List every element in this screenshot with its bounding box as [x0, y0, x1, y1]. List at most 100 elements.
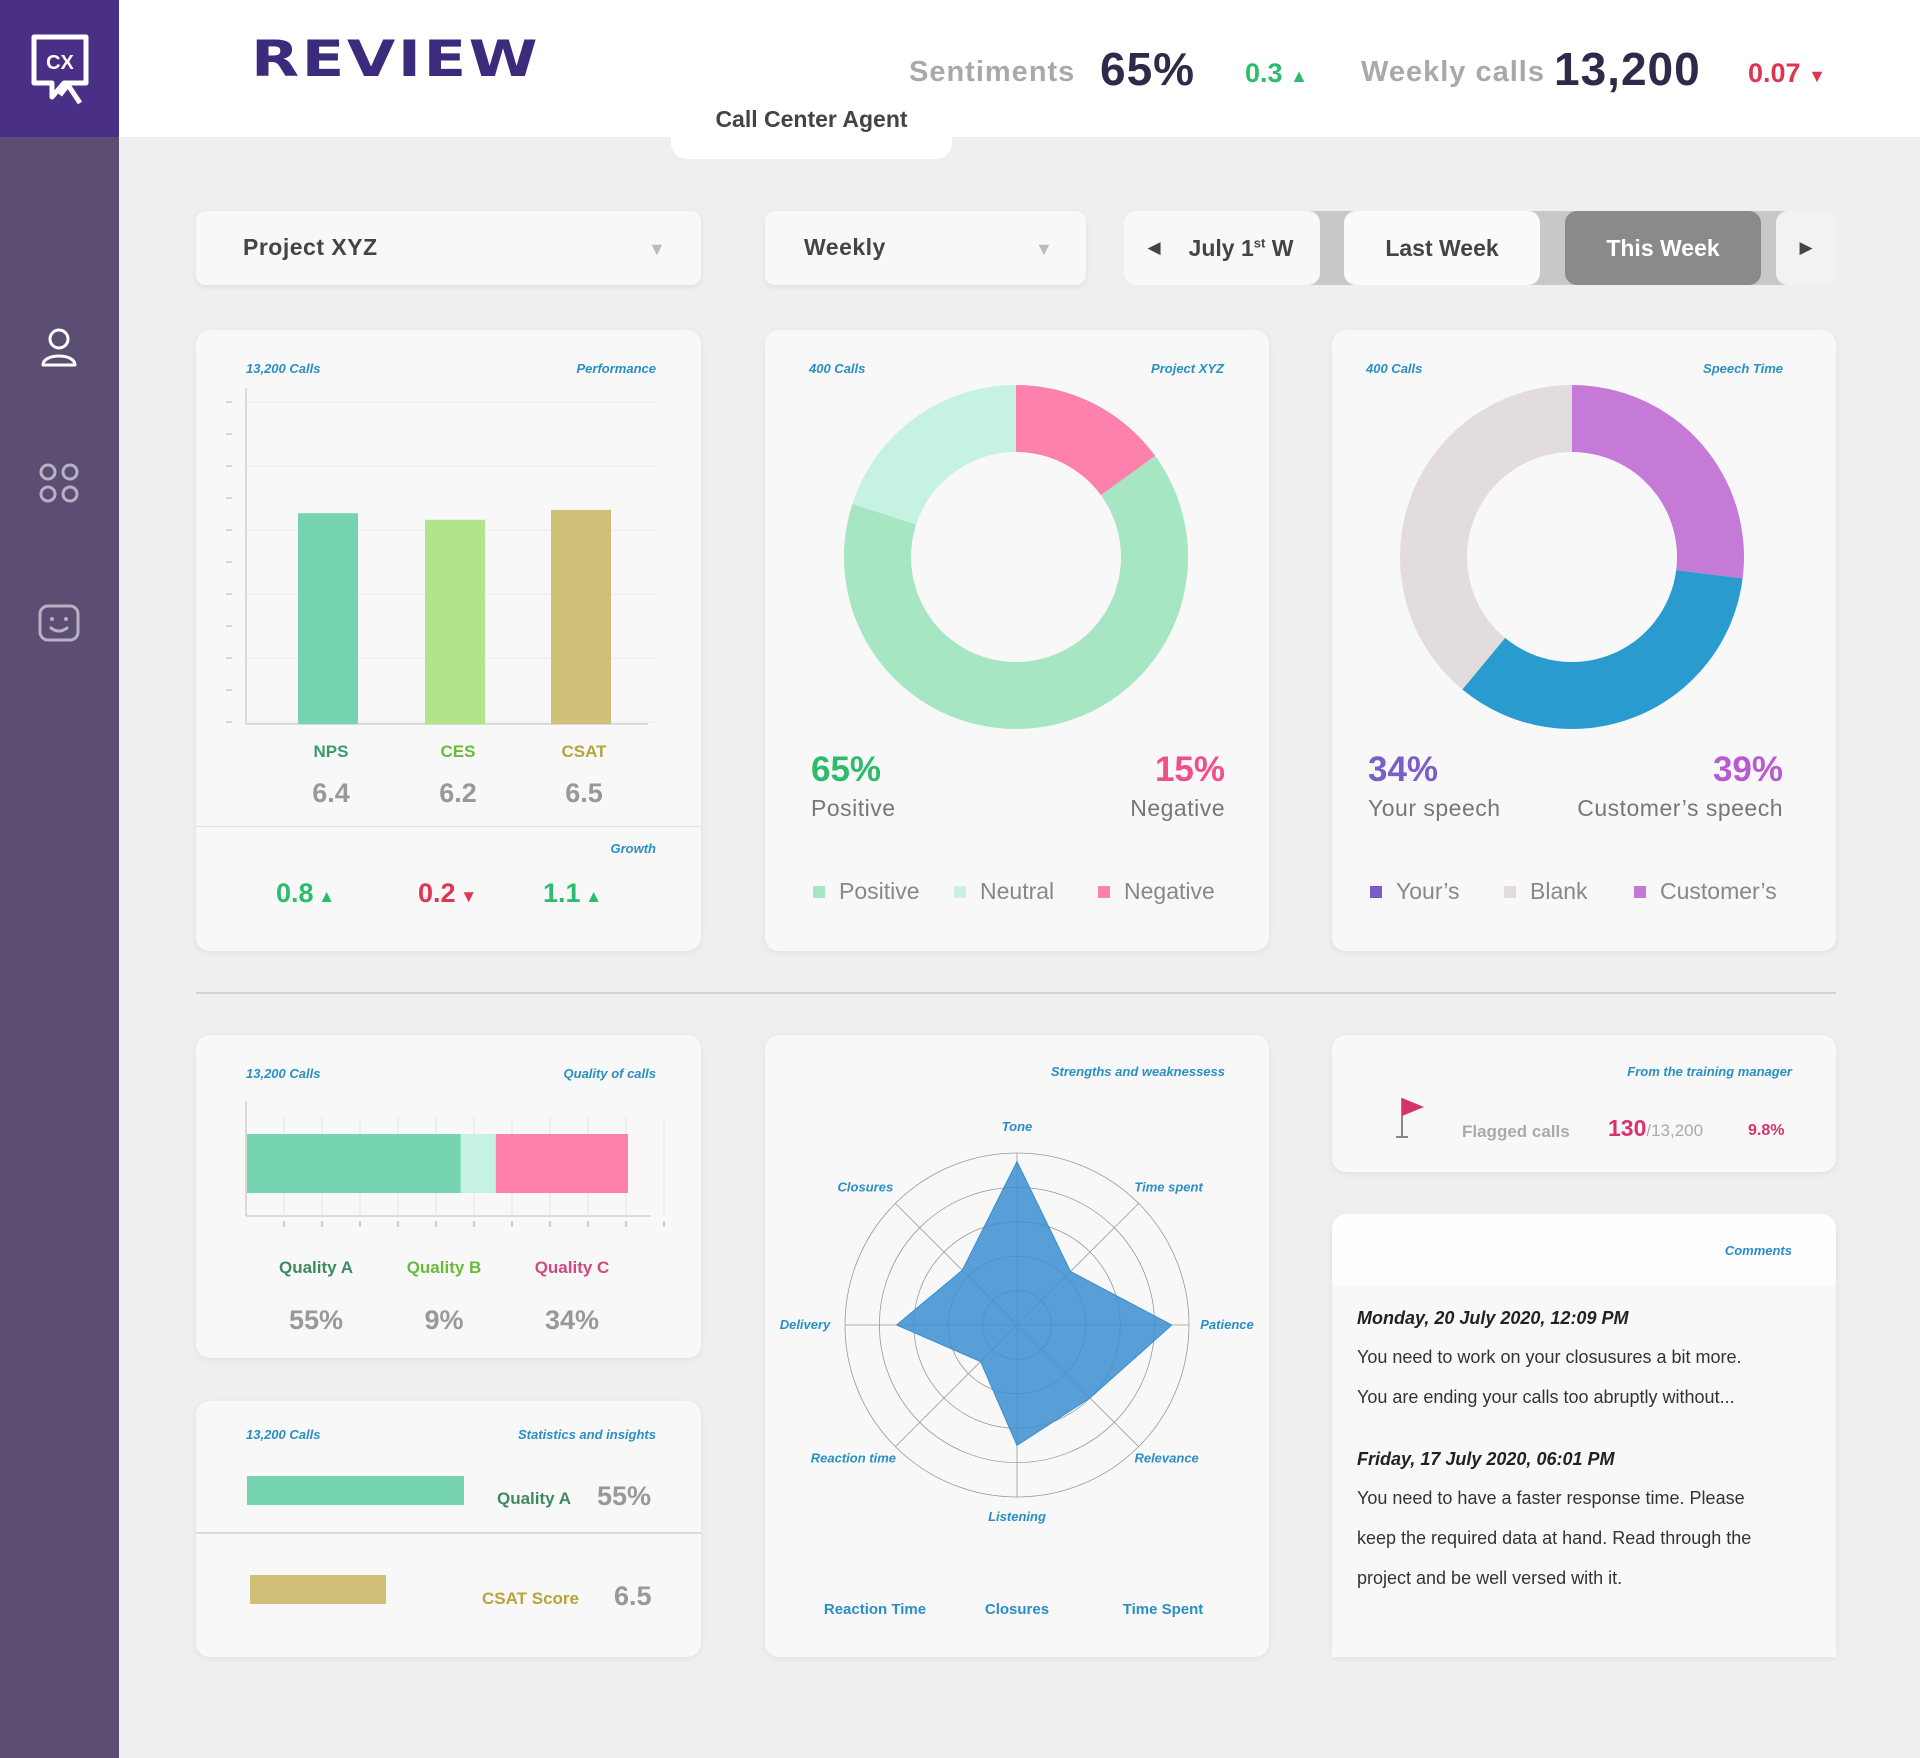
prev-week-button[interactable]: ◀ [1124, 211, 1184, 285]
ces-label: CES [440, 742, 476, 761]
flag-title: From the training manager [1627, 1064, 1792, 1079]
ces-growth-value: 0.2 [418, 878, 456, 908]
next-week-button[interactable]: ▶ [1776, 211, 1836, 285]
negative-pct: 15% [1154, 750, 1225, 789]
arrow-down-icon: ▼ [1808, 66, 1826, 86]
radar-bottom-time-spent: Time Spent [1122, 1601, 1204, 1618]
growth-title: Growth [610, 841, 657, 856]
radar-chart: Tone Time spent Patience Relevance Listening… [780, 1119, 1254, 1524]
quality-a-value: 55% [288, 1305, 344, 1335]
stats-row2-label: CSAT Score [482, 1589, 579, 1608]
customer-pct: 39% [1712, 750, 1783, 789]
week-first-label: July 1st W [1189, 235, 1294, 262]
section-divider [196, 992, 1836, 994]
sentiment-title: Project XYZ [1151, 361, 1224, 376]
comment-text: You need to work on your closusures a bi… [1357, 1347, 1742, 1367]
weekly-calls-delta: 0.07 ▼ [1748, 58, 1826, 89]
stats-row2-value: 6.5 [614, 1581, 652, 1611]
legend-blank: Blank [1504, 878, 1588, 905]
radar-axis-label: Closures [838, 1179, 894, 1194]
bar-quality-a[interactable] [247, 1134, 461, 1193]
arrow-down-icon: ▼ [455, 887, 478, 906]
flagged-label: Flagged calls [1462, 1122, 1570, 1141]
user-icon [41, 328, 77, 367]
header: REVIEW Call Center Agent Sentiments 65% … [119, 0, 1920, 159]
performance-calls: 13,200 Calls [246, 361, 321, 376]
caret-down-icon: ▼ [648, 239, 666, 259]
flag-card: From the training manager Flagged calls … [1332, 1035, 1836, 1172]
project-select[interactable]: Project XYZ ▼ [196, 211, 701, 285]
sidebar-item-profile[interactable] [34, 322, 84, 372]
slice-yours[interactable] [1462, 570, 1743, 729]
speech-title: Speech Time [1703, 361, 1783, 376]
legend-swatch [1098, 885, 1110, 898]
card-divider [196, 1532, 701, 1534]
csat-bar [250, 1575, 386, 1604]
period-select-value: Weekly [804, 234, 886, 260]
csat-value: 6.5 [565, 778, 603, 808]
radar-axis-label: Reaction time [811, 1451, 896, 1466]
agent-tab[interactable]: Call Center Agent [671, 90, 952, 159]
performance-bar-chart [226, 388, 656, 725]
slice-blank[interactable] [1400, 385, 1572, 690]
bar-quality-c[interactable] [495, 1134, 628, 1193]
speech-calls: 400 Calls [1366, 361, 1423, 376]
radar-axis-label: Listening [988, 1509, 1046, 1524]
quality-b-value: 9% [424, 1305, 464, 1335]
legend-swatch [1370, 885, 1382, 898]
legend-swatch [954, 885, 966, 898]
radar-bottom-closures: Closures [984, 1601, 1050, 1618]
last-week-button[interactable]: Last Week [1344, 211, 1540, 285]
quality-card: 13,200 Calls Quality of calls Quality A … [196, 1035, 701, 1358]
nps-value: 6.4 [312, 778, 350, 808]
legend-neutral: Neutral [954, 878, 1054, 905]
slice-negative[interactable] [1016, 385, 1156, 496]
positive-pct: 65% [811, 750, 882, 789]
brand-title: REVIEW [251, 30, 541, 88]
radar-axis-label: Time spent [1134, 1179, 1203, 1194]
slice-positive[interactable] [844, 455, 1188, 729]
bar-ces[interactable] [425, 519, 485, 724]
comment-date: Monday, 20 July 2020, 12:09 PM [1357, 1308, 1629, 1328]
legend-customer: Customer’s [1634, 878, 1777, 905]
caret-down-icon: ▼ [1035, 239, 1053, 259]
comment-text: project and be well versed with it. [1357, 1568, 1623, 1588]
week-selector: July 1st W ◀ Last Week This Week ▶ [1124, 211, 1836, 285]
logo-text: CX [46, 52, 74, 74]
bar-quality-b[interactable] [460, 1134, 496, 1193]
quality-c-label: Quality C [534, 1258, 610, 1277]
slice-customers[interactable] [1572, 385, 1744, 579]
this-week-button[interactable]: This Week [1565, 211, 1761, 285]
stats-calls: 13,200 Calls [246, 1427, 321, 1442]
bar-nps[interactable] [298, 513, 358, 724]
comment-text: You need to have a faster response time.… [1357, 1488, 1745, 1508]
weekly-calls-value: 13,200 [1554, 43, 1701, 95]
period-select[interactable]: Weekly ▼ [765, 211, 1086, 285]
flagged-count[interactable]: 130/13,200 [1608, 1115, 1703, 1142]
sentiment-donut-chart [844, 385, 1188, 729]
comments-header [1332, 1214, 1836, 1286]
radar-axis-label: Tone [1002, 1119, 1033, 1134]
arrow-up-icon: ▲ [580, 887, 603, 906]
legend-customer-label: Customer’s [1660, 878, 1777, 904]
legend-swatch [1634, 885, 1646, 898]
legend-swatch [813, 885, 825, 898]
speech-card: 400 Calls Speech Time 34% Your speech 39… [1332, 330, 1836, 951]
sidebar-item-feedback[interactable] [34, 598, 84, 648]
bar-csat[interactable] [551, 509, 611, 724]
sentiment-card: 400 Calls Project XYZ 65% Positive 15% N… [765, 330, 1269, 951]
ces-value: 6.2 [439, 778, 477, 808]
sentiments-delta-value: 0.3 [1245, 58, 1283, 88]
nps-label: NPS [313, 742, 349, 761]
legend-swatch [1504, 885, 1516, 898]
performance-title: Performance [576, 361, 656, 376]
sentiments-delta: 0.3 ▲ [1245, 58, 1308, 89]
radar-area[interactable] [895, 1160, 1173, 1447]
arrow-up-icon: ▲ [313, 887, 336, 906]
logo[interactable]: CX [0, 0, 119, 137]
triangle-left-icon: ◀ [1147, 238, 1161, 257]
sidebar-item-dashboard[interactable] [34, 458, 84, 508]
flag-icon [1396, 1098, 1424, 1138]
legend-yours: Your’s [1370, 878, 1460, 905]
slice-neutral[interactable] [852, 385, 1016, 525]
